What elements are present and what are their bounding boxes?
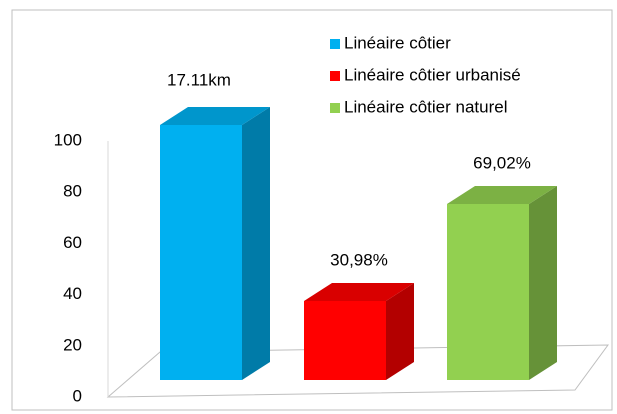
bar-side [386,283,414,380]
legend-swatch [330,103,340,113]
y-tick-label: 100 [54,130,82,149]
data-label: 30,98% [330,250,388,269]
legend-label: Linéaire côtier [344,33,451,52]
bar-side [529,185,557,380]
y-tick-label: 20 [63,335,82,354]
legend-swatch [330,39,340,49]
annotation: 17.11km [167,70,231,89]
data-label: 69,02% [473,153,531,172]
floor [106,344,609,398]
bar-top [160,107,270,125]
y-tick-label: 80 [63,182,82,201]
bar-side [242,107,270,380]
y-tick-label: 40 [63,284,82,303]
legend-label: Linéaire côtier urbanisé [344,65,521,84]
bar [160,125,242,380]
legend-label: Linéaire côtier naturel [344,97,507,116]
bar-top [304,283,414,302]
bar [304,301,386,380]
legend-swatch [330,71,340,81]
y-tick-label: 60 [63,233,82,252]
bar [447,203,529,380]
bar-top [447,185,557,204]
y-tick-label: 0 [73,386,82,405]
